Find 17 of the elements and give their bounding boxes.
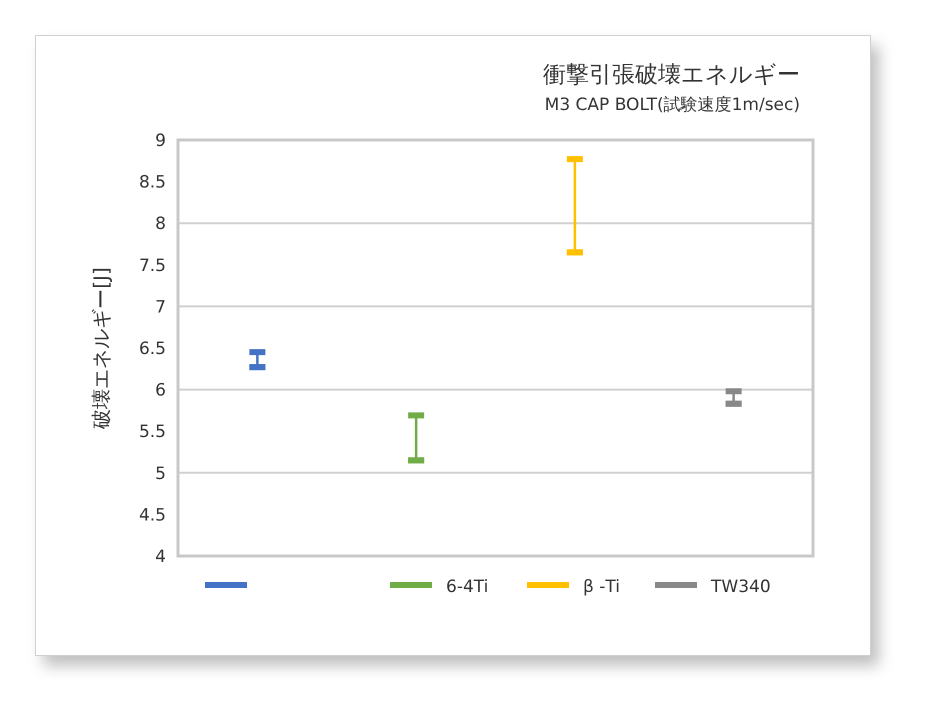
y-tick-label: 5 bbox=[155, 464, 166, 484]
y-tick-label: 8 bbox=[155, 214, 166, 234]
y-tick-label: 7 bbox=[155, 297, 166, 318]
legend-label: 6-4Ti bbox=[446, 577, 488, 597]
y-tick-label: 8.5 bbox=[138, 172, 166, 193]
y-tick-label: 6.5 bbox=[138, 339, 166, 359]
y-tick-label: 4 bbox=[155, 547, 166, 567]
y-tick-label: 4.5 bbox=[138, 505, 166, 526]
y-tick-label: 7.5 bbox=[138, 256, 166, 276]
y-tick-label: 6 bbox=[155, 380, 166, 401]
chart-title: 衝撃引張破壊エネルギー bbox=[543, 62, 800, 88]
legend-label: TW340 bbox=[710, 577, 771, 597]
y-axis-title: 破壊エネルギー[J] bbox=[89, 267, 113, 430]
legend-label: β -Ti bbox=[583, 577, 620, 597]
chart-subtitle: M3 CAP BOLT(試験速度1m/sec) bbox=[544, 95, 800, 115]
y-tick-label: 5.5 bbox=[138, 422, 166, 442]
y-tick-label: 9 bbox=[155, 131, 166, 151]
